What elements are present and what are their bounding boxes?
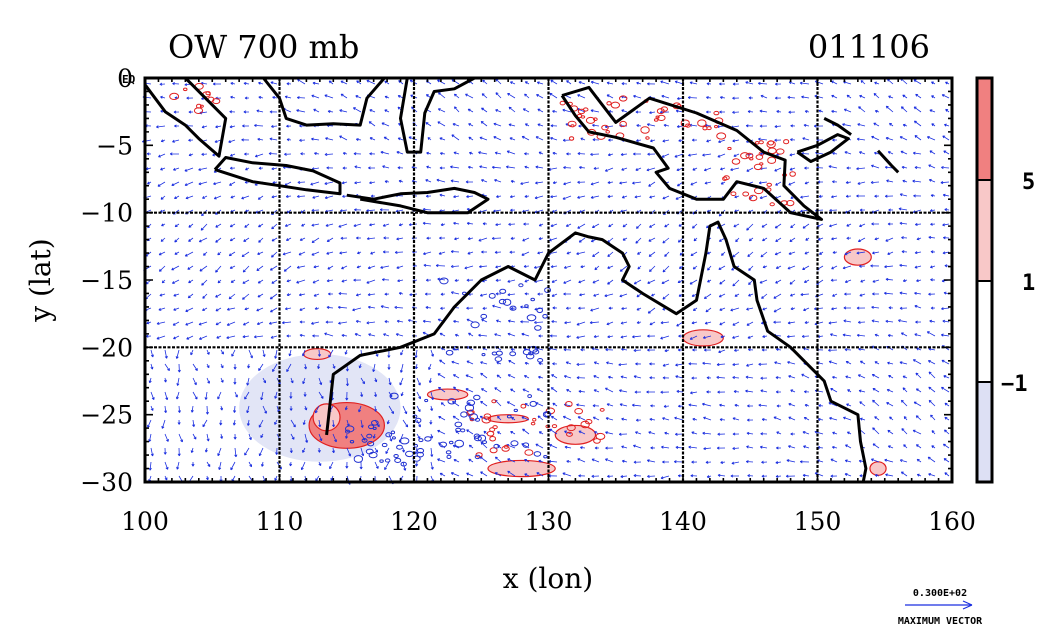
- positive-region: [843, 248, 872, 266]
- positive-region: [554, 424, 597, 445]
- colorbar-label-5: 5: [1022, 170, 1035, 195]
- vector-key: 0.300E+02 MAXIMUM VECTOR: [898, 588, 983, 627]
- eq-label: EQ: [122, 73, 136, 86]
- coast-segment: [346, 186, 490, 215]
- coastline: [143, 76, 900, 483]
- y-axis-label: y (lat): [24, 238, 57, 322]
- y-tick-label: −20: [80, 333, 133, 362]
- colorbar-label-1: 1: [1022, 271, 1035, 296]
- x-tick-label: 150: [794, 507, 842, 536]
- coast-segment: [213, 156, 342, 196]
- positive-region: [303, 348, 332, 361]
- colorbar: 5 1 −1: [975, 76, 1035, 484]
- positive-contours: [169, 82, 796, 458]
- positive-region: [869, 461, 887, 476]
- colorbar-band-zero: [977, 281, 992, 382]
- y-tick-label: −10: [80, 199, 133, 228]
- positive-region: [426, 388, 469, 401]
- y-tick-label: −5: [96, 131, 133, 160]
- x-axis-label: x (lon): [503, 562, 593, 595]
- date-label: 011106: [808, 28, 930, 66]
- colorbar-band-mid: [977, 180, 992, 281]
- coast-segment: [143, 76, 228, 158]
- x-tick-label: 130: [525, 507, 573, 536]
- x-tick-label: 160: [928, 507, 976, 536]
- coast-segment: [262, 77, 386, 127]
- coast-segment: [796, 133, 850, 163]
- coast-segment: [876, 149, 900, 174]
- axis-ticks: [144, 77, 953, 483]
- x-tick-label: 100: [121, 507, 169, 536]
- y-tick-label: −30: [80, 468, 133, 497]
- coast-segment: [823, 117, 852, 136]
- x-tick-label: 120: [390, 507, 438, 536]
- chart-title: OW 700 mb: [168, 28, 359, 66]
- coast-segment: [399, 76, 476, 154]
- vector-key-label: MAXIMUM VECTOR: [898, 616, 983, 627]
- x-tick-label: 140: [659, 507, 707, 536]
- negative-contours: [345, 277, 552, 467]
- x-tick-label: 110: [256, 507, 304, 536]
- colorbar-band-high: [977, 78, 992, 180]
- y-tick-label: −15: [80, 266, 133, 295]
- y-tick-label: −25: [80, 401, 133, 430]
- colorbar-label-minus1: −1: [1001, 372, 1028, 397]
- vector-key-value: 0.300E+02: [913, 588, 967, 599]
- coast-segment: [560, 85, 823, 221]
- coast-segment: [325, 220, 868, 483]
- y-tick-label: 0: [117, 64, 133, 93]
- colorbar-band-low: [977, 382, 992, 482]
